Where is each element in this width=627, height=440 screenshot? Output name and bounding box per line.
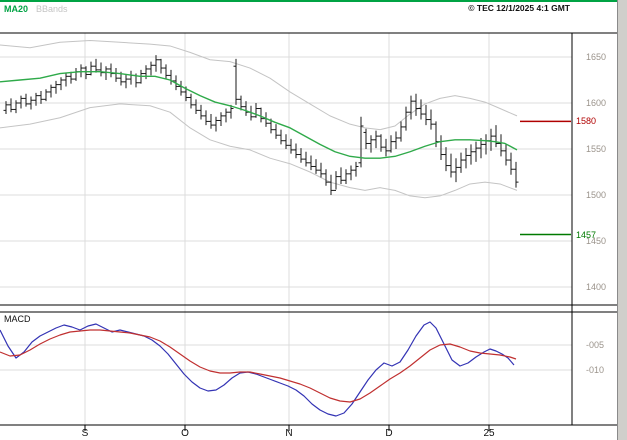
macd-tick-label: -010 [586, 365, 605, 375]
ma20-legend-label: MA20 [4, 4, 29, 14]
panel-borders [0, 32, 618, 431]
copyright-text: © TEC 12/1/2025 4:1 GMT [468, 3, 570, 13]
level-label-1457: 1457 [576, 229, 597, 240]
price-tick-label: 1600 [586, 98, 607, 108]
macd-tick-label: -005 [586, 340, 605, 350]
bbands-legend-label: BBands [36, 4, 68, 14]
month-tick-label: O [181, 428, 189, 439]
vertical-scrollbar[interactable] [617, 0, 627, 440]
price-tick-label: 1400 [586, 282, 607, 292]
ohlc-bars [3, 55, 519, 195]
price-tick-label: 1450 [586, 236, 607, 246]
macd-panel-title: MACD [4, 314, 31, 324]
month-tick-label: D [385, 428, 393, 439]
bollinger-bands [0, 39, 518, 199]
gridlines [0, 33, 572, 425]
month-tick-label: S [81, 428, 89, 439]
macd-lines [0, 321, 517, 417]
ma20-line [0, 71, 518, 159]
month-tick-label: 25 [483, 428, 495, 439]
price-tick-label: 1650 [586, 52, 607, 62]
level-lines [520, 120, 571, 236]
price-tick-label: 1550 [586, 144, 607, 154]
level-label-1580: 1580 [576, 116, 597, 127]
price-tick-label: 1500 [586, 190, 607, 200]
top-accent-line [0, 0, 618, 2]
month-tick-label: N [285, 428, 293, 439]
